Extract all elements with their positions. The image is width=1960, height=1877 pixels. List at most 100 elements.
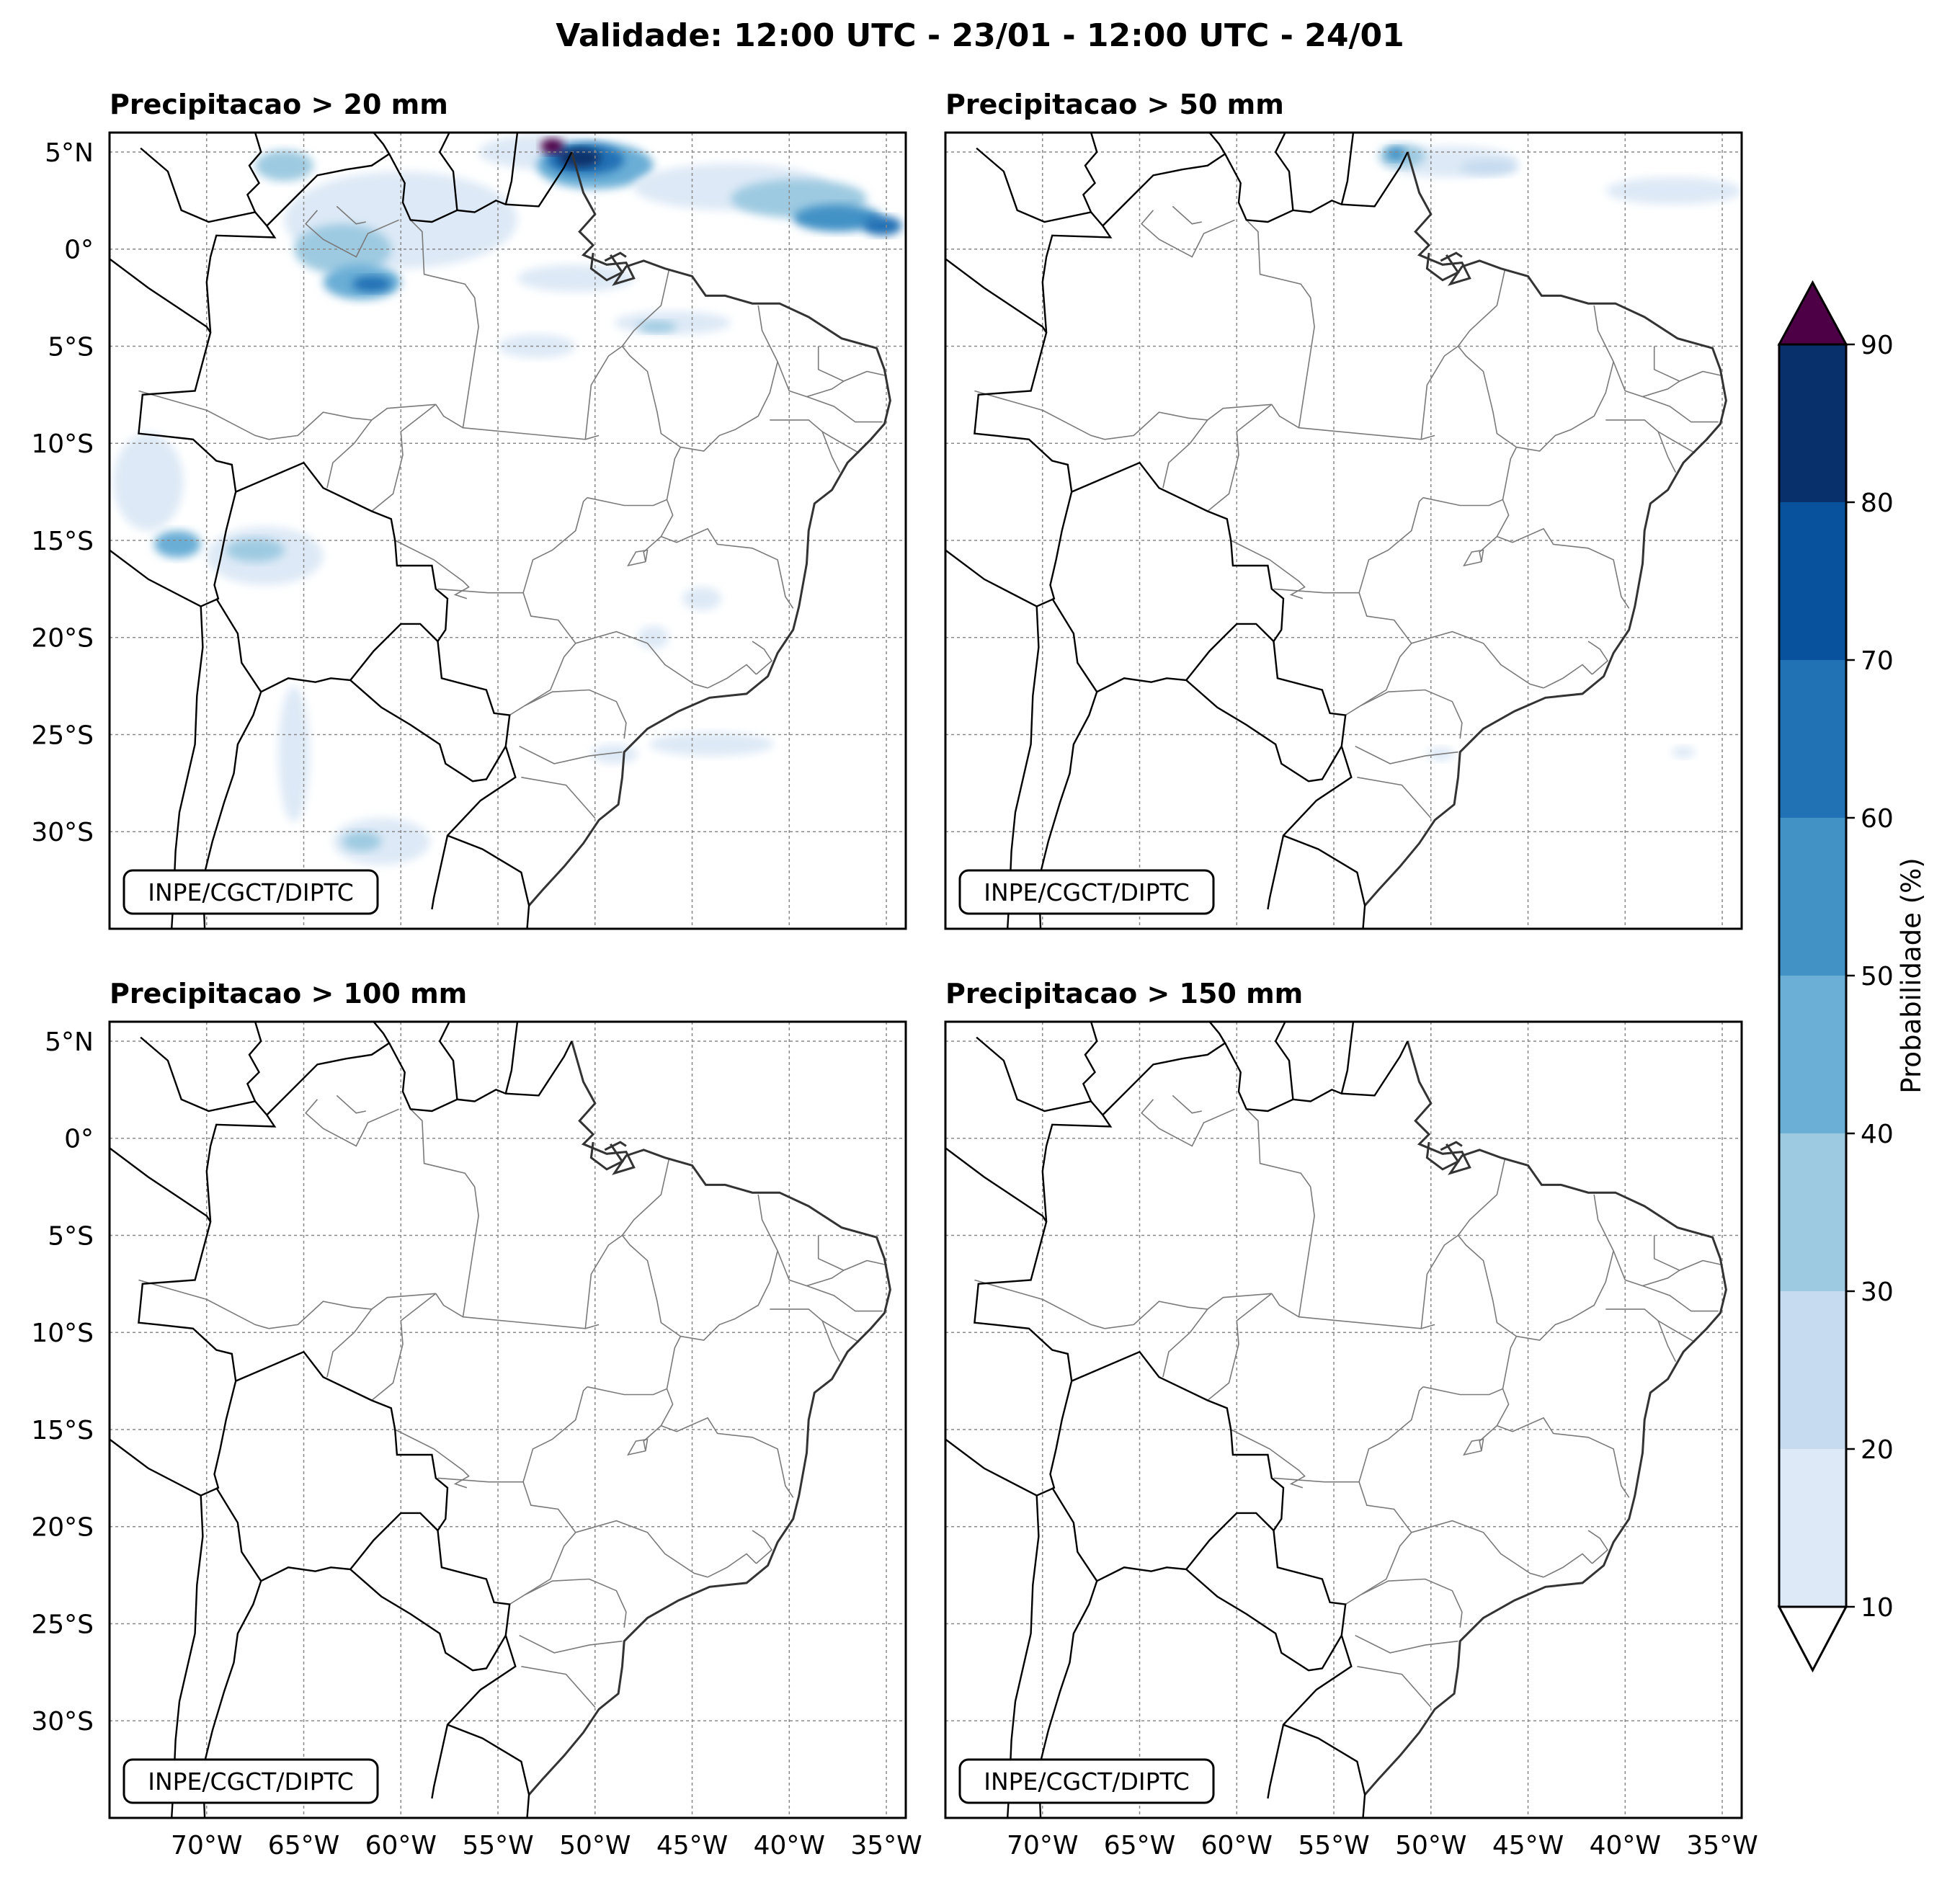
state-border <box>661 527 794 609</box>
state-border <box>1246 1108 1315 1317</box>
lon-tick-label: 35°W <box>1686 1831 1758 1860</box>
state-border <box>1172 205 1202 225</box>
probability-area <box>682 587 721 611</box>
panel-frame <box>944 1020 1743 1819</box>
map-panel-1: Precipitacao > 20 mm 5°N 0° 5°S 10°S 15°S 20°… <box>31 89 907 930</box>
probability-area <box>558 148 601 168</box>
country-border <box>1082 133 1098 213</box>
state-border <box>1422 496 1510 562</box>
coastline <box>604 251 627 262</box>
credit-box: INPE/CGCT/DIPTC <box>122 1758 379 1804</box>
lat-tick-label: 10°S <box>31 1319 94 1348</box>
colorbar: 10 20 30 40 50 60 70 80 90 Probabilidade (%) <box>1777 280 1927 1673</box>
state-border <box>1543 1553 1593 1578</box>
state-border <box>627 1438 649 1456</box>
state-border <box>1422 1386 1510 1451</box>
lat-tick-label: 0° <box>64 236 94 265</box>
probability-area <box>278 686 310 822</box>
credit-label: INPE/CGCT/DIPTC <box>148 1767 354 1796</box>
state-border <box>843 370 885 382</box>
probability-area <box>863 215 902 236</box>
panel-title: Precipitacao > 100 mm <box>110 978 467 1009</box>
state-border <box>1657 431 1677 473</box>
panel-frame <box>108 1020 907 1819</box>
state-border <box>519 745 623 764</box>
probability-area <box>614 311 731 335</box>
state-border <box>1207 1293 1273 1401</box>
credit-box: INPE/CGCT/DIPTC <box>958 869 1215 915</box>
coastline <box>1440 1141 1463 1151</box>
coastline <box>527 151 891 906</box>
state-border <box>1357 1666 1432 1708</box>
state-border <box>1104 404 1272 440</box>
state-border <box>1273 588 1412 716</box>
state-border <box>1355 745 1458 764</box>
country-border <box>1038 1487 1098 1818</box>
state-border <box>1162 419 1208 489</box>
map-geometry <box>110 133 906 929</box>
colorbar-under-arrow <box>1777 1605 1848 1673</box>
lat-tick-label: 30°S <box>31 818 94 847</box>
colorbar-tick-label: 10 <box>1861 1593 1894 1623</box>
probability-area <box>517 264 634 293</box>
state-border <box>806 396 883 423</box>
map-panel-3: Precipitacao > 100 mm 5°N 0° 5°S 10°S 15°S 20… <box>31 978 922 1860</box>
state-border <box>1587 1530 1609 1564</box>
country-border <box>1071 1350 1285 1531</box>
state-border <box>1207 404 1273 512</box>
credit-box: INPE/CGCT/DIPTC <box>958 1758 1215 1804</box>
state-border <box>1463 1438 1484 1456</box>
country-border <box>1071 461 1285 642</box>
country-border <box>246 1022 262 1102</box>
country-border <box>1102 1022 1226 1116</box>
state-border <box>843 1259 885 1271</box>
state-border <box>435 1293 600 1329</box>
state-border <box>587 496 674 562</box>
lon-tick-label: 45°W <box>656 1831 728 1860</box>
colorbar-segment <box>1779 1133 1846 1291</box>
state-border <box>1360 689 1463 739</box>
country-border <box>260 1512 439 1582</box>
state-border <box>1141 210 1235 258</box>
lon-axis: 70°W 65°W 60°W 55°W 50°W 45°W 40°W 35°W <box>1007 1831 1758 1860</box>
state-border <box>1358 1386 1424 1482</box>
country-border <box>438 133 458 210</box>
state-border <box>1411 1520 1544 1578</box>
state-border <box>1230 1429 1306 1489</box>
lon-tick-label: 55°W <box>462 1831 533 1860</box>
state-border <box>1420 345 1518 500</box>
probability-area <box>153 530 201 558</box>
country-border <box>1096 1512 1275 1582</box>
country-border <box>388 1040 573 1113</box>
colorbar-tick-label: 70 <box>1861 646 1894 676</box>
state-border <box>522 497 588 593</box>
country-border <box>349 1530 511 1672</box>
country-border <box>1224 1040 1409 1113</box>
probability-area <box>649 732 774 757</box>
colorbar-segment <box>1779 976 1846 1133</box>
state-border <box>305 210 399 258</box>
state-border <box>525 689 627 739</box>
lat-tick-label: 15°S <box>31 527 94 556</box>
coastline <box>1425 1141 1460 1171</box>
probability-area <box>591 744 638 764</box>
lat-tick-label: 25°S <box>31 1610 94 1639</box>
state-border <box>1358 497 1424 593</box>
state-border <box>521 777 596 819</box>
colorbar-tick-label: 90 <box>1861 331 1894 360</box>
country-border <box>1340 1022 1355 1094</box>
state-border <box>584 1234 682 1389</box>
state-border <box>575 630 708 689</box>
country-border <box>235 461 449 642</box>
state-border <box>777 1235 845 1287</box>
panel-frame <box>944 131 1743 930</box>
coastline <box>604 1141 627 1151</box>
credit-box: INPE/CGCT/DIPTC <box>122 869 379 915</box>
coastline <box>527 1040 891 1796</box>
lon-tick-label: 70°W <box>1007 1831 1078 1860</box>
state-border <box>575 1520 708 1578</box>
country-border <box>945 258 1073 607</box>
lat-axis: 5°N 0° 5°S 10°S 15°S 20°S 25°S 30°S <box>31 138 94 847</box>
figure-title: Validade: 12:00 UTC - 23/01 - 12:00 UTC … <box>556 17 1404 54</box>
